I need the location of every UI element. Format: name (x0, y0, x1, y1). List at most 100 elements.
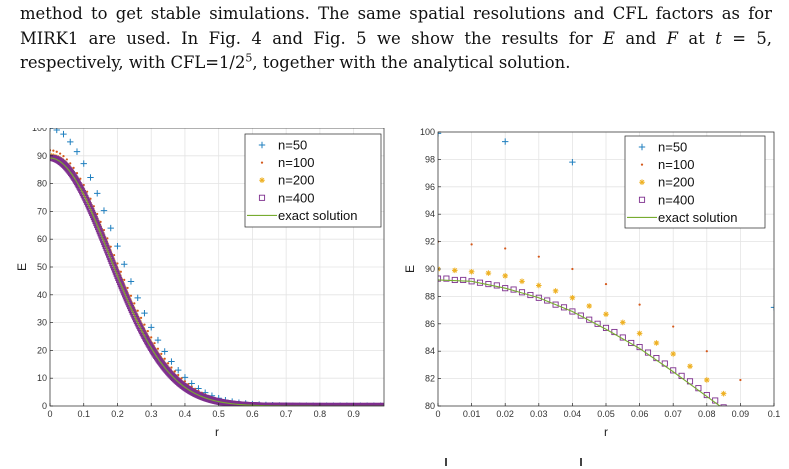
series-n-100-point (62, 155, 65, 158)
x-tick-label: 0.7 (280, 409, 293, 419)
paragraph-text-1: method to get stable simulations. The sa… (20, 4, 772, 48)
caption-fragment-mark (580, 458, 582, 466)
legend-label-n-50: n=50 (278, 138, 307, 153)
series-n-200-point (720, 390, 727, 397)
series-n-400-point (111, 266, 118, 273)
series-n-100-point (126, 286, 129, 290)
series-n-400-point (117, 281, 124, 288)
series-n-400-point (100, 236, 107, 243)
legend-label-n-100: n=100 (658, 157, 695, 172)
series-n-50-point (161, 348, 168, 355)
series-n-400-point (552, 301, 559, 308)
series-n-400-point (111, 264, 118, 271)
y-tick-label: 86 (425, 319, 435, 329)
x-tick-label: 0 (47, 409, 52, 419)
x-tick-label: 0.08 (698, 409, 716, 419)
series-n-200-point (468, 268, 475, 275)
x-tick-label: 0.6 (246, 409, 259, 419)
series-n-400-point (89, 211, 97, 219)
series-exact-solution (438, 279, 721, 406)
y-tick-label: 82 (425, 374, 435, 384)
x-axis-label: r (604, 425, 608, 439)
series-n-200-point (586, 303, 592, 309)
series-n-100-point (163, 357, 166, 360)
series-n-50-point (154, 336, 162, 344)
series-exact-solution-line (438, 279, 721, 406)
series-n-100-point (705, 350, 708, 353)
series-n-200-point (603, 311, 609, 318)
series-n-400-point (112, 268, 119, 275)
series-n-400-point (92, 217, 99, 225)
series-n-100-point (69, 162, 72, 165)
series-n-400-point (116, 279, 124, 286)
series-n-100-point (113, 253, 116, 257)
series-n-400-point (119, 285, 126, 292)
series-n-50-point (53, 128, 60, 134)
legend: n=50 n=100 n=200 n=400 exact solution (624, 135, 766, 229)
legend-label-n-100: n=100 (278, 155, 315, 170)
series-n-100-point (72, 166, 75, 170)
series-n-400-point (127, 303, 134, 310)
series-n-50-point (168, 358, 175, 365)
series-n-400-point (86, 204, 93, 211)
series-n-50-point (148, 324, 155, 331)
x-tick-label: 0.02 (496, 409, 514, 419)
series-n-400-point (109, 260, 116, 267)
series-n-400-point (720, 404, 727, 406)
series-n-400-point (97, 230, 104, 237)
series-n-50-point (73, 148, 81, 155)
x-tick-label: 0.1 (77, 409, 90, 419)
series-n-100-point (173, 370, 176, 373)
series-n-400-point (383, 402, 384, 406)
series-n-400-point (95, 226, 102, 233)
y-tick-label: 20 (37, 345, 47, 355)
legend-label-n-400: n=400 (278, 190, 315, 205)
series-n-400-point (96, 228, 103, 235)
legend-marker-n-50 (258, 141, 266, 149)
data-layer (50, 128, 384, 406)
series-n-200-point (519, 278, 525, 285)
series-n-100-point (146, 330, 149, 333)
series-n-400-point (110, 262, 117, 269)
series-n-100-point (52, 149, 55, 152)
series-n-50-point (438, 132, 442, 137)
series-n-50-point (100, 207, 108, 214)
legend-label-exact-solution: exact solution (658, 210, 738, 225)
series-n-100-point (59, 152, 62, 155)
series-n-400-point (100, 238, 108, 245)
series-n-400-point (94, 222, 101, 229)
series-n-200-point (636, 330, 643, 337)
series-n-100-point (150, 336, 153, 339)
series-n-200-point (569, 294, 576, 301)
series-n-100-point (470, 243, 473, 246)
legend-label-n-200: n=200 (658, 175, 695, 190)
x-tick-label: 0.2 (111, 409, 124, 419)
series-n-200-point (502, 273, 508, 279)
series-n-400-point (113, 270, 120, 277)
x-tick-label: 0.01 (463, 409, 481, 419)
series-n-100-point (65, 158, 68, 161)
legend-box (624, 135, 766, 229)
series-n-400-point (102, 242, 109, 250)
series-n-400-point (122, 293, 129, 300)
series-n-400-point (443, 275, 450, 282)
series-n-50-point (60, 130, 67, 138)
series-n-400-point (122, 291, 129, 298)
series-n-400-point (451, 276, 458, 284)
series-n-400-point (90, 213, 97, 221)
figure-right-plot: 0 0.01 0.02 0.03 0.04 0.05 0.06 0.07 0.08 0.09 0.1… (403, 128, 780, 439)
series-n-50-point (175, 366, 182, 374)
series-n-100-point (136, 309, 139, 312)
x-tick-label: 0.8 (314, 409, 327, 419)
x-tick-label: 0.05 (597, 409, 615, 419)
series-n-200-point (704, 377, 710, 383)
series-n-100-point (170, 366, 173, 369)
legend-label-n-400: n=400 (658, 192, 695, 207)
legend-marker-n-100 (260, 161, 264, 164)
series-n-50 (438, 132, 774, 311)
series-n-200-point (620, 319, 626, 326)
series-n-200 (438, 266, 727, 397)
series-n-100-point (166, 362, 170, 365)
series-n-200-point (536, 282, 542, 289)
series-n-400-point (124, 297, 131, 304)
